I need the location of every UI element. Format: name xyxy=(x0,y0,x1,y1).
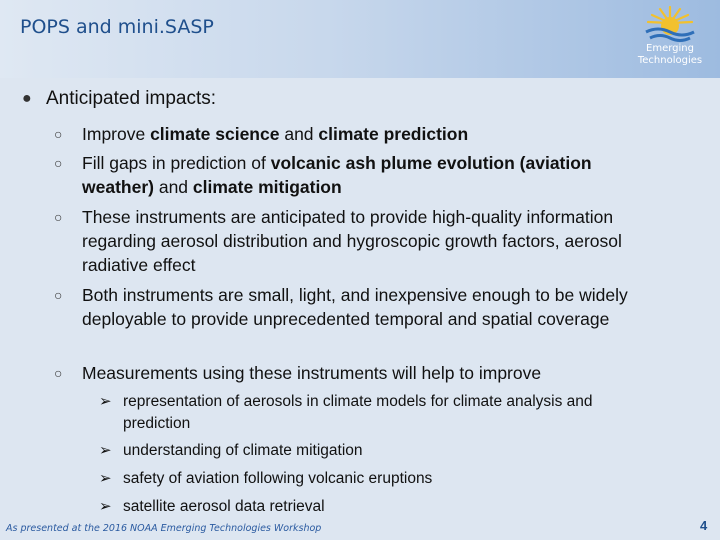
arrow-bullet-icon: ➢ xyxy=(99,470,112,487)
logo-text: Emerging Technologies xyxy=(628,43,712,67)
hollow-circle-bullet-icon: ○ xyxy=(54,209,63,225)
sub-point-text: safety of aviation following volcanic er… xyxy=(123,470,433,487)
sub-point-text: representation of aerosols in climate mo… xyxy=(123,393,593,432)
sun-over-waves-icon xyxy=(645,5,695,42)
footer-note: As presented at the 2016 NOAA Emerging T… xyxy=(6,523,322,534)
emerging-technologies-logo: Emerging Technologies xyxy=(628,4,712,70)
arrow-bullet-icon: ➢ xyxy=(99,393,112,410)
point-text: and xyxy=(153,177,193,197)
sub-point-text: satellite aerosol data retrieval xyxy=(123,498,325,515)
sub-point-text: understanding of climate mitigation xyxy=(123,442,363,459)
logo-line2: Technologies xyxy=(637,55,703,66)
slide-title: POPS and mini.SASP xyxy=(20,16,214,38)
point-text: Improve xyxy=(82,124,151,144)
point-text: Both instruments are small, light, and i… xyxy=(82,285,628,329)
logo-line1: Emerging xyxy=(646,43,694,54)
hollow-circle-bullet-icon: ○ xyxy=(54,287,63,303)
point-bold-text: climate prediction xyxy=(318,124,469,144)
point-bold-text: climate science xyxy=(150,124,280,144)
arrow-bullet-icon: ➢ xyxy=(99,498,112,515)
page-number: 4 xyxy=(700,518,708,533)
slide-header: POPS and mini.SASP Emerging Technologies xyxy=(0,0,720,78)
point-text: Fill gaps in prediction of xyxy=(82,153,271,173)
point-text: These instruments are anticipated to pro… xyxy=(82,207,622,275)
hollow-circle-bullet-icon: ○ xyxy=(54,126,63,142)
point-bold-text: climate mitigation xyxy=(192,177,342,197)
hollow-circle-bullet-icon: ○ xyxy=(54,365,63,381)
point-text: Measurements using these instruments wil… xyxy=(82,363,542,383)
filled-circle-bullet-icon: ● xyxy=(22,90,32,107)
hollow-circle-bullet-icon: ○ xyxy=(54,155,63,171)
bullet-heading: Anticipated impacts: xyxy=(46,88,217,109)
point-text: and xyxy=(279,124,319,144)
arrow-bullet-icon: ➢ xyxy=(99,442,112,459)
point-bold-text: volcanic ash plume evolution (aviation w… xyxy=(82,153,592,197)
